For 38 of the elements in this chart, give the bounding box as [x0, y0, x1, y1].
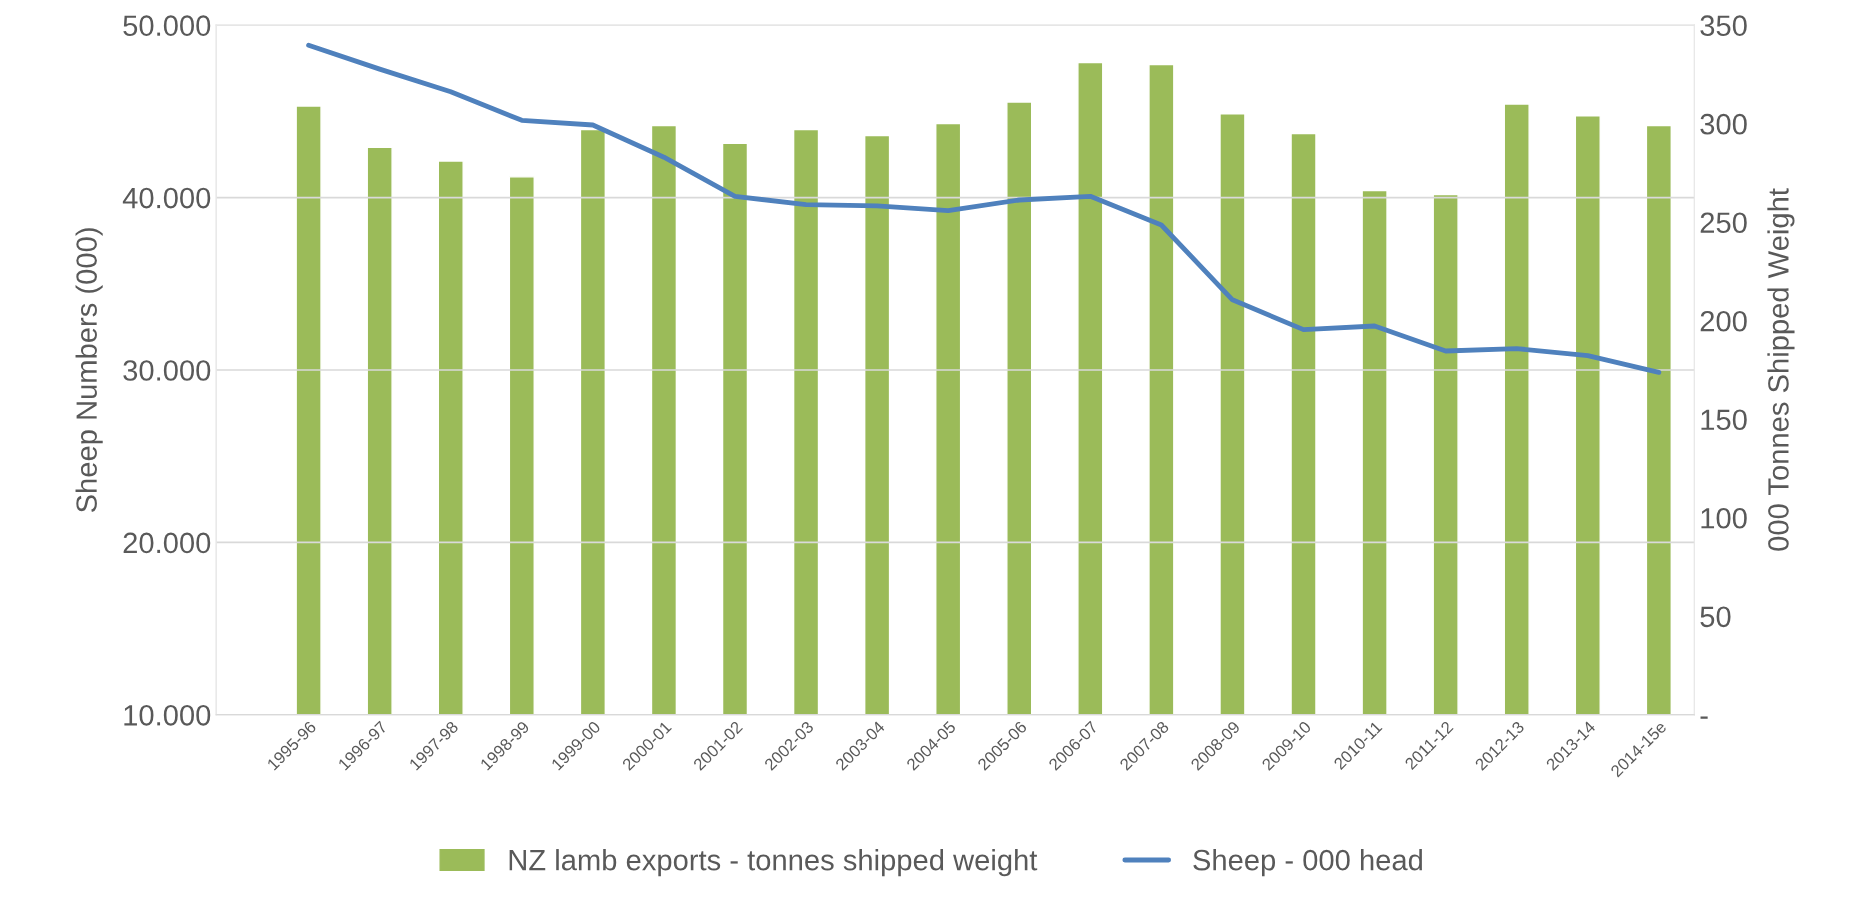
- bar: [721, 142, 749, 715]
- y2-axis-title: 000 Tonnes Shipped Weight: [1767, 188, 1795, 551]
- y-tick-label: 30.000: [123, 360, 211, 381]
- bar: [1645, 124, 1672, 715]
- y2-tick-label: 50: [1700, 606, 1731, 628]
- bar: [650, 124, 678, 715]
- bar: [1432, 193, 1459, 715]
- y2-tick-label: 150: [1701, 409, 1747, 431]
- y-tick-label: 40.000: [122, 187, 211, 209]
- y2-tick-label: 100: [1701, 507, 1747, 529]
- legend-label: NZ lamb exports - tonnes shipped weight: [509, 849, 1038, 877]
- bar: [863, 134, 891, 715]
- bar: [1219, 113, 1246, 715]
- y-axis-title: Sheep Numbers (000): [75, 228, 103, 513]
- bar: [1361, 189, 1388, 715]
- y2-tick-label: 200: [1700, 310, 1747, 332]
- bar: [792, 128, 820, 715]
- bar: [1503, 103, 1530, 715]
- bar: [1290, 132, 1317, 715]
- bar: [1148, 63, 1175, 715]
- legend-label: Sheep - 000 head: [1193, 849, 1422, 877]
- line-series: [306, 42, 1662, 375]
- bar: [366, 146, 393, 715]
- y2-tick-label: 250: [1700, 212, 1747, 234]
- bar: [579, 128, 606, 715]
- bar: [935, 122, 962, 715]
- bar: [1574, 115, 1601, 715]
- bar: [295, 105, 322, 715]
- y-tick-label: 10.000: [124, 705, 211, 726]
- y-tick-label: 20.000: [123, 532, 211, 554]
- y-tick-label: 50.000: [123, 15, 211, 36]
- bar: [1006, 101, 1033, 715]
- y2-tick-label: 350: [1700, 15, 1747, 36]
- y2-tick-label: -: [1700, 716, 1708, 719]
- bar: [508, 176, 535, 715]
- bar: [437, 160, 464, 715]
- bar: [1077, 61, 1104, 715]
- y2-tick-label: 300: [1700, 113, 1747, 135]
